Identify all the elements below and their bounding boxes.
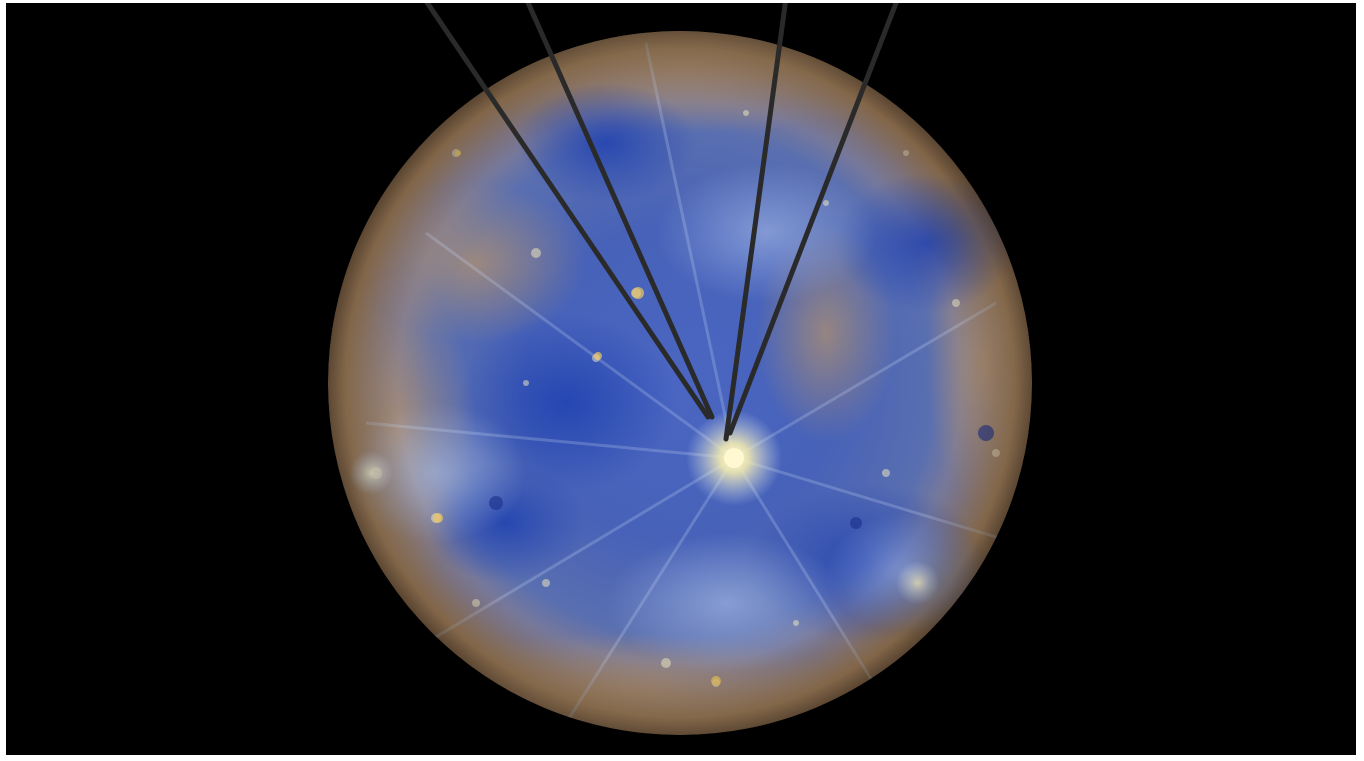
image-frame — [6, 3, 1356, 755]
pointer-lines — [424, 3, 899, 442]
planet — [328, 31, 1032, 735]
pointer-line — [723, 3, 788, 442]
pointer-line — [424, 3, 711, 420]
planet-scene — [328, 3, 1032, 735]
pointer-line — [525, 3, 715, 420]
pointer-line — [727, 3, 899, 436]
